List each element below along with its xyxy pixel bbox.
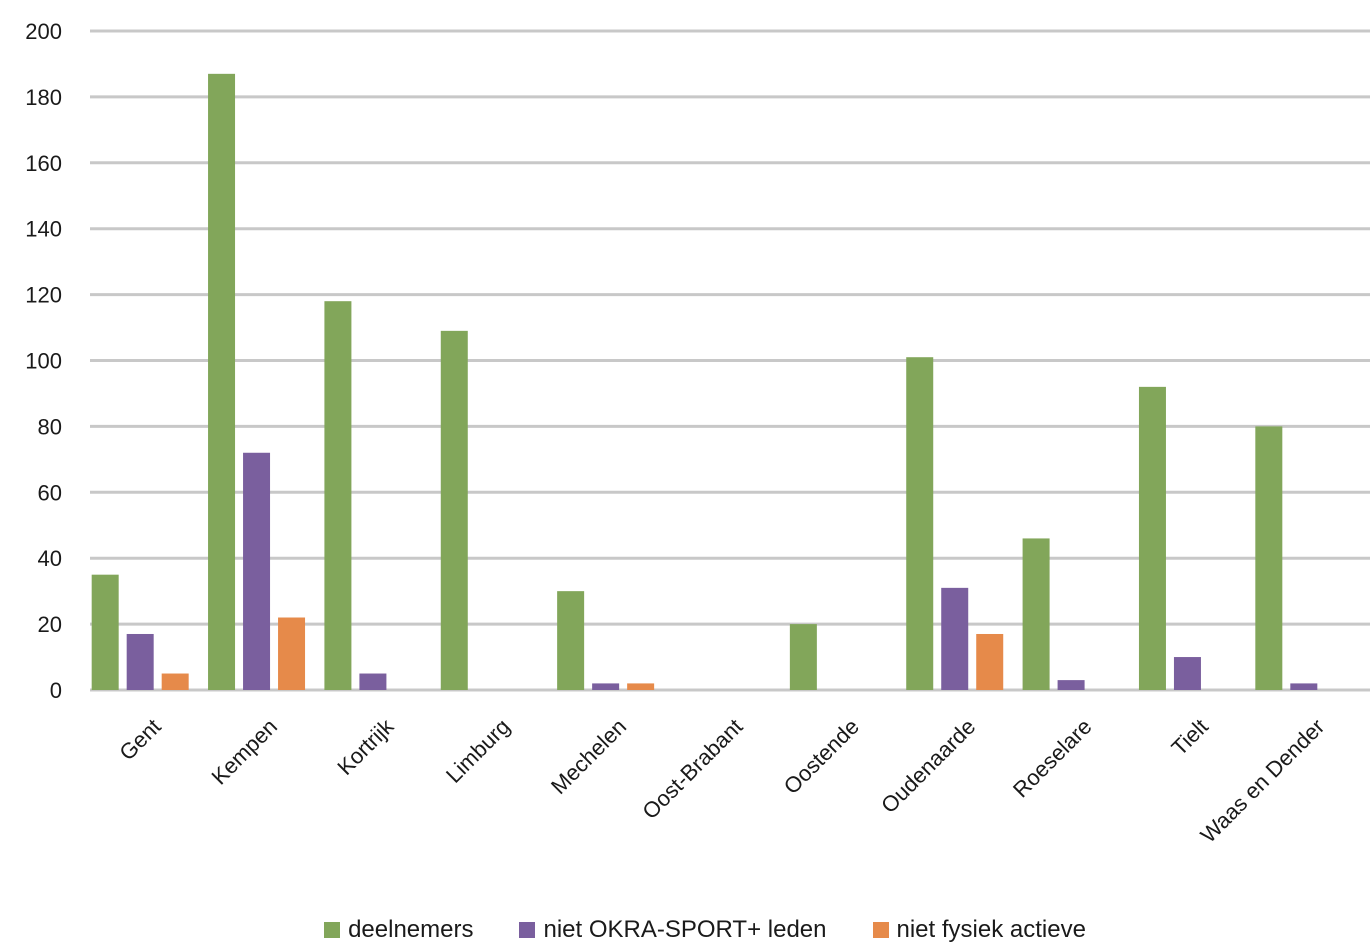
bar-kempen-series-0 [208,73,236,690]
bar-mechelen-series-1 [592,683,620,690]
legend-item-niet-okra-sport-leden: niet OKRA-SPORT+ leden [519,916,827,944]
x-tick-label: Roeselare [1008,714,1097,803]
bar-kempen-series-1 [243,452,271,690]
y-tick-label: 160 [25,151,62,176]
gridlines [90,29,1370,692]
bar-tielt-series-0 [1138,386,1166,690]
bar-kortrijk-series-0 [324,301,352,690]
bar-roeselare-series-0 [1022,538,1050,690]
legend-swatch-niet-fysiek-actieve [872,922,889,938]
bar-oudenaarde-series-1 [941,587,969,690]
y-tick-label: 20 [38,612,62,637]
legend-item-deelnemers: deelnemers [324,916,473,944]
x-tick-label: Oudenaarde [876,714,980,818]
legend-item-niet-fysiek-actieve: niet fysiek actieve [872,916,1086,944]
x-tick-label: Kortrijk [332,713,399,780]
bar-gent-series-0 [91,574,119,690]
legend-label-niet-fysiek-actieve: niet fysiek actieve [896,916,1086,943]
legend-label-niet-okra-sport-leden: niet OKRA-SPORT+ leden [543,916,827,943]
y-axis-ticks: 0 20 40 60 80 100 120 140 160 180 200 [25,19,62,703]
bar-oudenaarde-series-2 [976,633,1004,690]
y-tick-label: 0 [50,678,62,703]
y-tick-label: 200 [25,19,62,44]
x-tick-label: Limburg [441,714,515,788]
x-tick-label: Kempen [206,714,282,790]
y-tick-label: 140 [25,217,62,242]
bar-gent-series-1 [126,633,154,690]
x-tick-label: Waas en Dender [1196,714,1330,848]
x-tick-label: Gent [114,714,165,765]
x-tick-label: Mechelen [546,714,631,799]
chart-plot: 0 20 40 60 80 100 120 140 160 180 200 Gent Kempen Ko… [25,19,1370,848]
bar-waas-en-dender-series-1 [1290,683,1318,690]
y-tick-label: 60 [38,480,62,505]
bar-mechelen-series-0 [557,591,585,690]
bar-oostende-series-0 [789,624,817,690]
bar-oudenaarde-series-0 [906,357,934,690]
bar-kempen-series-2 [278,617,306,690]
bar-gent-series-2 [161,673,189,690]
bar-kortrijk-series-1 [359,673,387,690]
x-tick-label: Oost-Brabant [637,714,747,824]
x-tick-label: Oostende [779,714,864,799]
bar-waas-en-dender-series-0 [1255,426,1283,690]
legend-label-deelnemers: deelnemers [348,916,474,943]
x-tick-label: Tielt [1166,714,1212,760]
legend-swatch-niet-okra-sport-leden [519,922,536,938]
legend: deelnemers niet OKRA-SPORT+ leden niet f… [0,916,1370,944]
bar-roeselare-series-1 [1057,680,1085,690]
bars [91,73,1318,690]
bar-mechelen-series-2 [627,683,655,690]
legend-swatch-deelnemers [324,922,341,938]
y-tick-label: 180 [25,85,62,110]
bar-tielt-series-1 [1173,657,1201,690]
y-tick-label: 40 [38,546,62,571]
bar-limburg-series-0 [440,330,468,690]
y-tick-label: 120 [25,283,62,308]
y-tick-label: 100 [25,349,62,374]
x-axis-labels: Gent Kempen Kortrijk Limburg Mechelen Oost-Br… [114,713,1329,848]
y-tick-label: 80 [38,414,62,439]
